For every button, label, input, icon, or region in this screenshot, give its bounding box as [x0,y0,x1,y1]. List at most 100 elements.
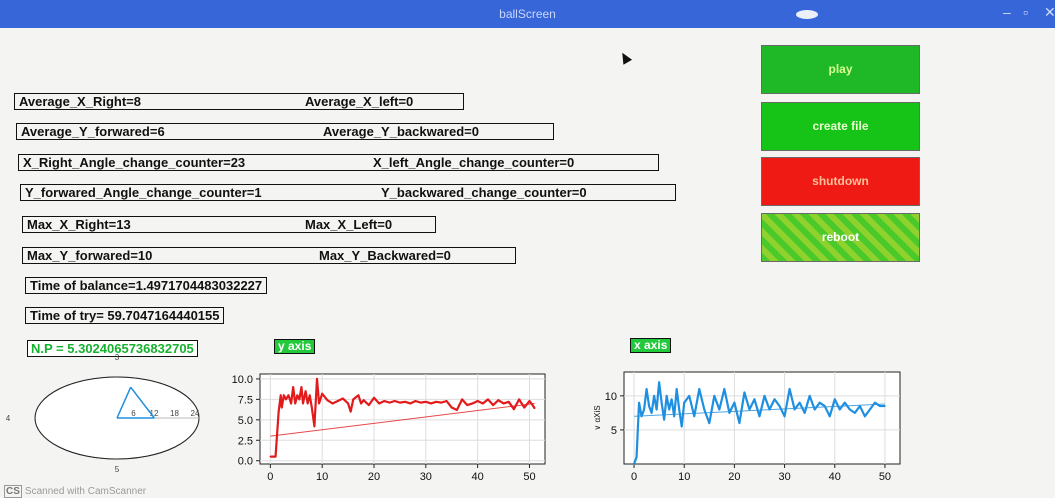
data-point [294,402,297,405]
data-point [347,402,349,405]
minimize-button[interactable]: – [1003,4,1011,20]
data-point [445,400,448,402]
data-point [513,408,515,410]
shutdown-button[interactable]: shutdown [761,157,920,206]
x-tick-label: 40 [829,471,841,483]
data-point [283,394,285,397]
data-point [723,388,726,390]
x-tick-label: 50 [523,471,535,483]
data-point [658,381,660,384]
y-tick-label: 10 [605,391,617,403]
data-point [879,405,881,407]
x-tick-label: 40 [472,471,484,483]
y-backward-counter-label: Y_backwared_change_counter=0 [381,185,587,200]
data-point [316,378,318,380]
data-point [743,391,746,394]
y-axis-title: ∨ αXiS [593,405,602,430]
y-forward-counter-label: Y_forwared_Angle_change_counter=1 [25,185,262,200]
reboot-button[interactable]: reboot [761,213,920,262]
data-point [798,401,801,404]
x-tick-label: 20 [728,471,740,483]
polar-radius-label: 18 [170,409,179,418]
polar-angle-label: 3 [115,353,120,362]
data-point [859,405,861,407]
data-point [635,456,638,458]
data-point [313,425,316,428]
data-point [703,408,706,411]
data-point [678,408,680,411]
stat-row-y-counter: Y_forwared_Angle_change_counter=1 Y_back… [20,184,676,201]
data-point [280,406,283,409]
data-point [645,388,648,390]
data-point [471,402,474,405]
data-point [393,400,396,402]
max-x-left-label: Max_X_Left=0 [305,217,393,232]
data-point [773,398,776,401]
data-point [318,402,320,405]
play-button[interactable]: play [761,45,920,94]
data-point [362,399,365,401]
data-point [425,401,427,403]
data-point [399,401,401,404]
data-point [507,401,510,403]
data-point [388,401,391,404]
data-point [783,415,786,418]
data-point [306,402,309,405]
data-point [633,463,635,465]
data-point [643,408,645,411]
data-point [778,405,781,407]
close-button[interactable]: ✕ [1044,4,1055,20]
data-point [279,394,282,397]
max-y-forward-label: Max_Y_forwared=10 [27,248,153,263]
data-point [450,406,453,409]
data-point [533,407,536,410]
window-glare [796,10,818,19]
data-point [492,404,494,406]
data-point [660,401,663,404]
plot-frame [259,373,546,465]
data-point [419,401,422,404]
data-point [683,401,686,404]
time-of-balance-label: Time of balance=1.4971704483032227 [25,277,268,294]
data-point [708,422,711,424]
create-file-button[interactable]: create file [761,102,920,151]
data-point [653,395,655,397]
data-point [440,401,443,404]
data-point [414,400,417,402]
data-point [336,400,339,402]
data-point [698,388,701,390]
data-point [640,415,643,418]
polar-radius-label: 12 [150,409,159,418]
stat-row-avg-x: Average_X_Right=8 Average_X_left=0 [14,93,464,110]
data-point [753,398,756,401]
data-point [733,401,736,404]
data-point [844,401,846,404]
data-point [680,425,683,428]
data-point [768,408,771,411]
data-point [482,402,484,405]
data-point [668,408,670,411]
y-tick-label: 0.0 [238,456,253,468]
avg-x-right-label: Average_X_Right=8 [19,94,141,109]
avg-x-left-label: Average_X_left=0 [305,94,414,109]
data-point [435,401,437,403]
maximize-button[interactable]: ▫ [1023,4,1028,20]
data-point [287,394,290,397]
data-point [718,408,721,411]
y-axis-label: y axis [274,339,316,354]
data-point [290,402,292,405]
data-point [828,415,831,418]
data-point [404,401,406,403]
max-x-right-label: Max_X_Right=13 [27,217,131,232]
data-point [487,398,489,401]
data-point [823,405,826,407]
data-point [758,415,761,418]
trend-line [270,402,535,437]
y-tick-label: 7.5 [238,394,253,406]
plot-frame [623,371,901,465]
stat-row-max-y: Max_Y_forwared=10 Max_Y_Backwared=0 [22,247,516,264]
data-point [497,399,500,401]
x-tick-label: 10 [316,471,328,483]
polar-angle-label: 4 [6,414,11,423]
